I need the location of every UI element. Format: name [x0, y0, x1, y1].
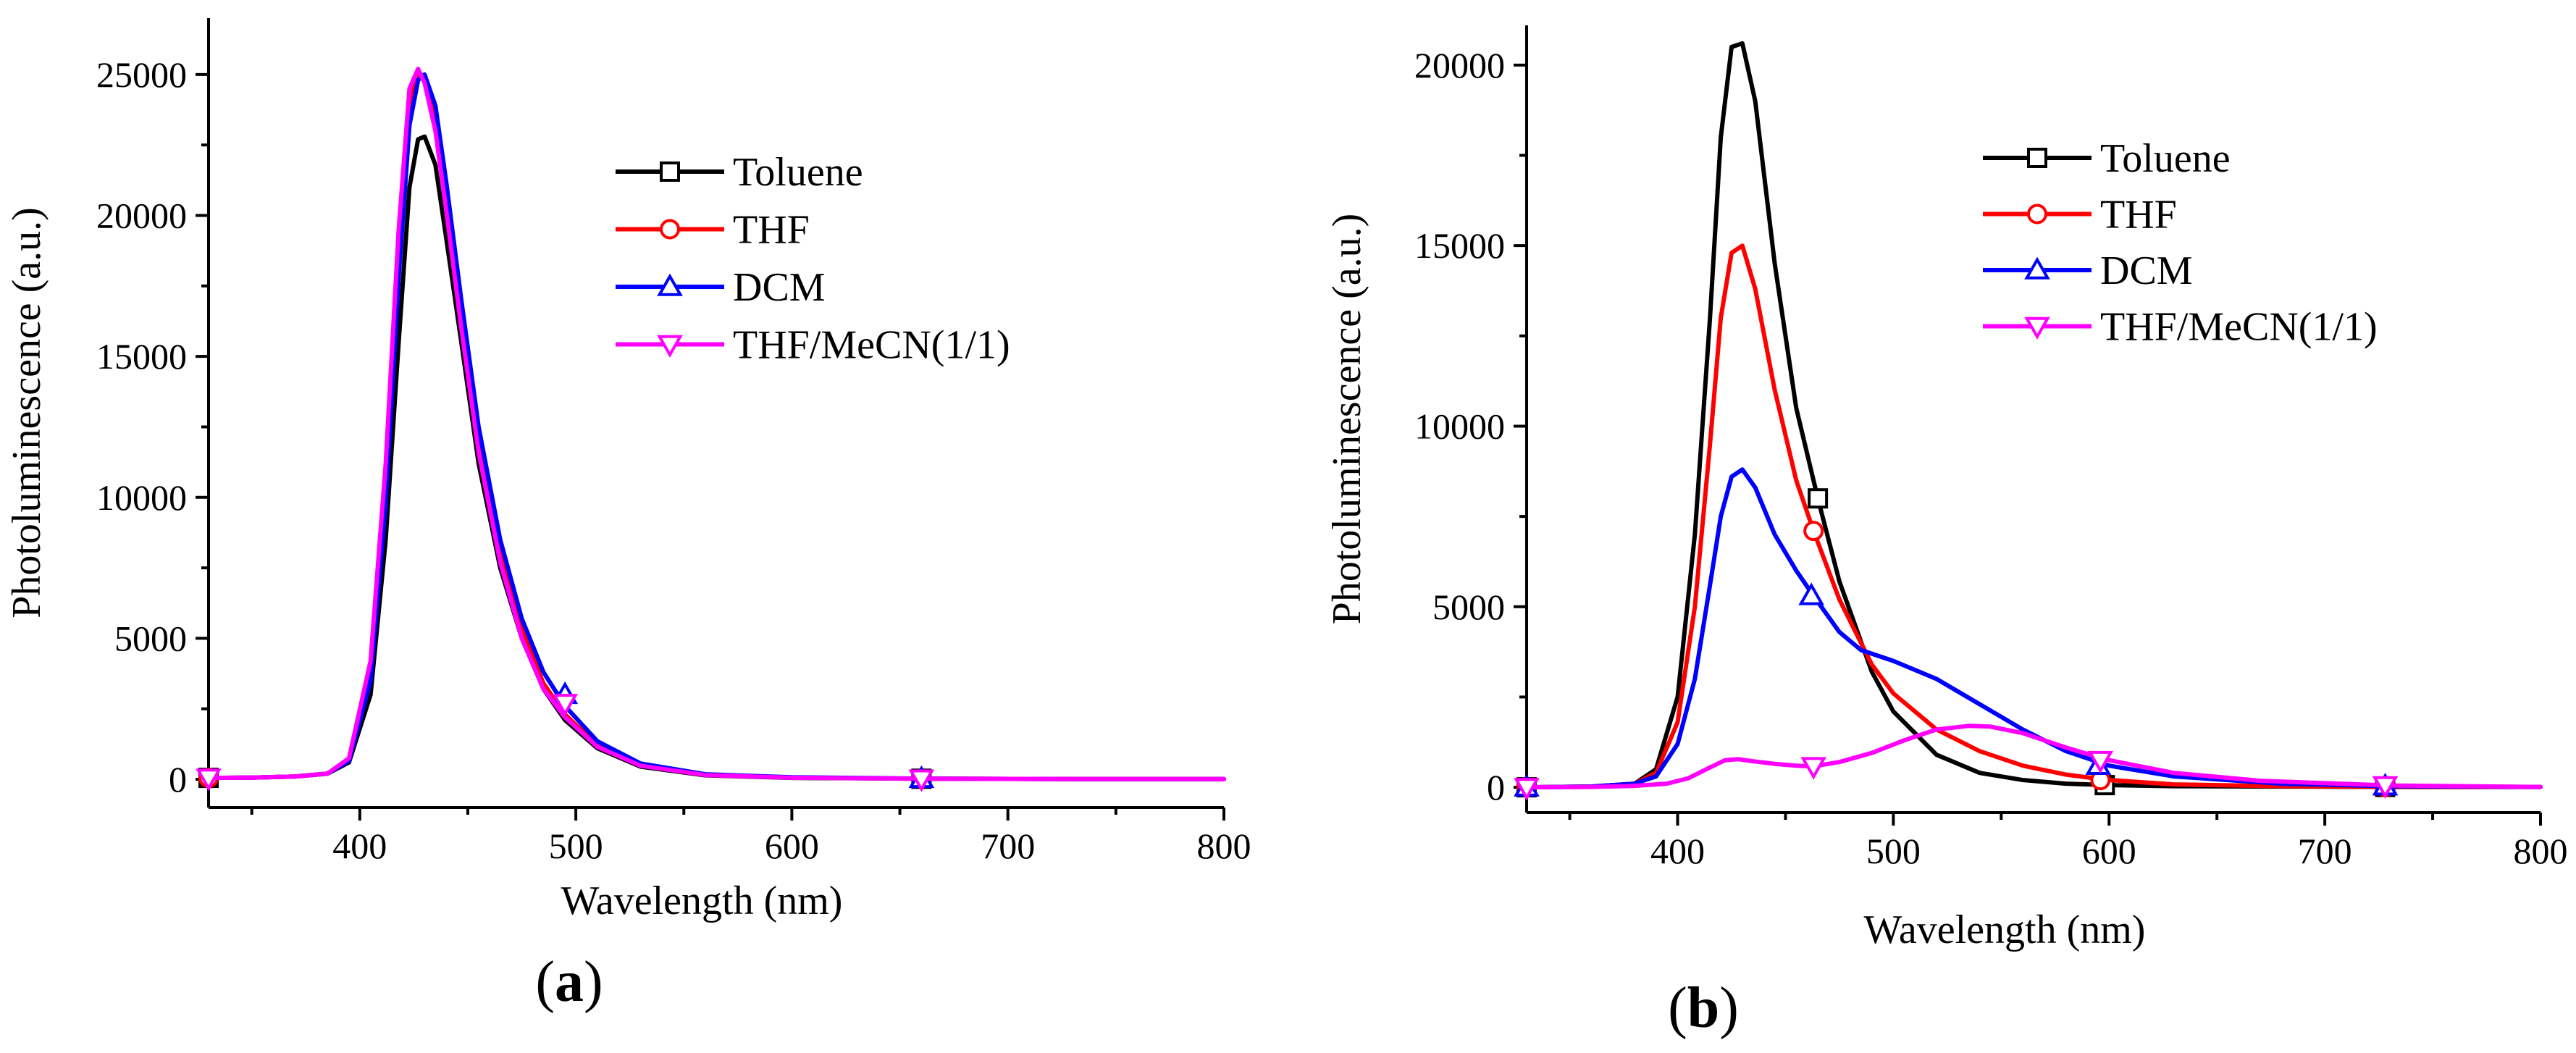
panel-label: (b) [1668, 976, 1739, 1040]
x-tick-label: 800 [1197, 826, 1251, 866]
data-point-marker [1514, 778, 1540, 801]
panel-label: (a) [535, 950, 603, 1014]
legend-marker [660, 219, 680, 240]
y-tick-label: 10000 [96, 477, 187, 518]
legend-marker [2027, 148, 2047, 168]
data-point-marker [552, 694, 579, 717]
legend-label: THF [2100, 193, 2177, 238]
data-point-marker [2372, 776, 2399, 800]
legend-marker [2027, 204, 2047, 225]
x-tick-label: 700 [2298, 831, 2352, 871]
legend-marker [2024, 316, 2050, 340]
x-tick-label: 500 [1866, 831, 1921, 871]
legend-label: Toluene [2100, 136, 2231, 181]
series-line-dcm [206, 72, 1226, 781]
x-tick-label: 500 [549, 826, 603, 866]
y-tick-label: 20000 [1414, 45, 1505, 85]
x-tick-label: 400 [1650, 831, 1705, 871]
x-axis-title: Wavelength (nm) [561, 878, 843, 923]
y-tick-label: 10000 [1414, 406, 1505, 446]
y-tick-label: 5000 [1432, 587, 1505, 627]
data-point-marker [1808, 488, 1829, 509]
legend-label: THF/MeCN(1/1) [2100, 305, 2378, 350]
data-point-marker [196, 768, 222, 792]
legend-label: THF [733, 208, 810, 253]
series-line-thf-mecn-1-1- [206, 67, 1226, 781]
legend-marker [660, 161, 680, 182]
legend-marker [657, 273, 683, 296]
x-tick-label: 800 [2514, 831, 2568, 871]
panel-a: 400 500 600 700 800 0 5000 10000 15000 20000 25000… [4, 18, 1251, 1014]
legend-label: DCM [2100, 248, 2193, 293]
series-line-thf [206, 70, 1226, 781]
y-tick-label: 5000 [114, 618, 187, 658]
data-point-marker [1800, 757, 1827, 780]
legend-label: Toluene [733, 150, 863, 195]
x-axis-title: Wavelength (nm) [1864, 907, 2146, 952]
series-line-thf-mecn-1-1- [1524, 723, 2543, 790]
y-tick-label: 0 [169, 759, 187, 800]
series-line-toluene [206, 134, 1226, 781]
x-tick-label: 600 [765, 826, 819, 866]
data-point-marker [2087, 750, 2114, 774]
data-point-marker [908, 769, 935, 792]
y-tick-label: 25000 [96, 54, 187, 95]
legend-marker [2024, 256, 2050, 280]
y-tick-label: 15000 [96, 336, 187, 377]
data-point-marker [1803, 521, 1824, 542]
data-point-marker [1798, 582, 1825, 605]
x-tick-label: 400 [332, 826, 387, 866]
x-tick-label: 700 [981, 826, 1035, 866]
legend-label: THF/MeCN(1/1) [733, 323, 1010, 368]
y-tick-label: 0 [1487, 767, 1505, 807]
y-axis-title: Photoluminescence (a.u.) [1325, 214, 1369, 625]
x-tick-label: 600 [2082, 831, 2136, 871]
y-tick-label: 15000 [1414, 225, 1505, 266]
y-axis-title: Photoluminescence (a.u.) [4, 207, 49, 618]
series-line-dcm [1524, 467, 2543, 790]
legend-marker [657, 335, 683, 358]
panel-b: 400 500 600 700 800 0 5000 10000 15000 20000 Wavel… [1325, 25, 2568, 1040]
legend-label: DCM [733, 265, 826, 310]
y-tick-label: 20000 [96, 196, 187, 236]
